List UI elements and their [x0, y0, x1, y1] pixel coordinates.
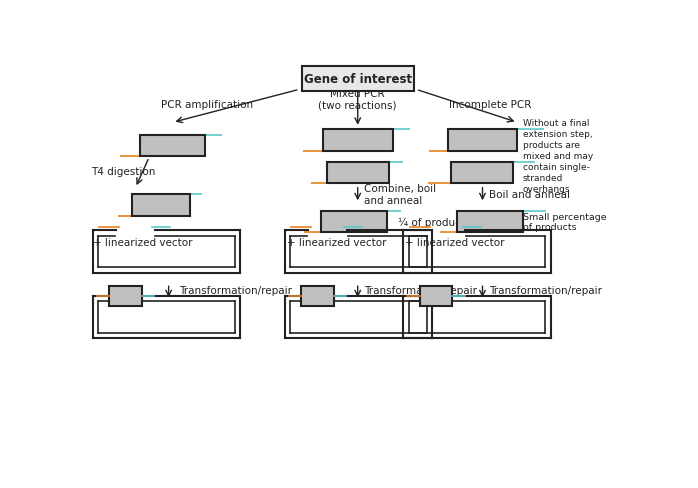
Bar	[457, 211, 524, 233]
Text: ¼ of products: ¼ of products	[398, 217, 470, 227]
Text: PCR amplification: PCR amplification	[161, 100, 253, 110]
Text: Without a final
extension step,
products are
mixed and may
contain single-
stran: Without a final extension step, products…	[523, 119, 593, 194]
Bar	[327, 163, 389, 184]
Bar	[132, 195, 190, 216]
Bar	[109, 286, 142, 306]
Bar	[301, 286, 334, 306]
Bar	[140, 135, 205, 157]
Text: Transformation/repair: Transformation/repair	[364, 285, 477, 296]
FancyBboxPatch shape	[302, 67, 413, 92]
Bar	[323, 130, 392, 152]
Text: Gene of interest: Gene of interest	[304, 73, 412, 86]
Text: T4 digestion: T4 digestion	[91, 167, 156, 177]
Text: Small percentage
of products: Small percentage of products	[523, 213, 607, 232]
Text: Mixed PCR
(two reactions): Mixed PCR (two reactions)	[318, 88, 397, 110]
Text: + linearized vector: + linearized vector	[405, 237, 505, 247]
Text: Boil and anneal: Boil and anneal	[489, 189, 570, 200]
Text: + linearized vector: + linearized vector	[287, 237, 387, 247]
Text: Combine, boil
and anneal: Combine, boil and anneal	[364, 184, 436, 205]
Bar	[448, 130, 517, 152]
Bar	[321, 211, 387, 233]
Bar	[419, 286, 452, 306]
Text: Transformation/repair: Transformation/repair	[489, 285, 602, 296]
Text: + linearized vector: + linearized vector	[94, 237, 193, 247]
Text: Incomplete PCR: Incomplete PCR	[449, 100, 531, 110]
Text: Transformation/repair: Transformation/repair	[179, 285, 292, 296]
Bar	[452, 163, 514, 184]
